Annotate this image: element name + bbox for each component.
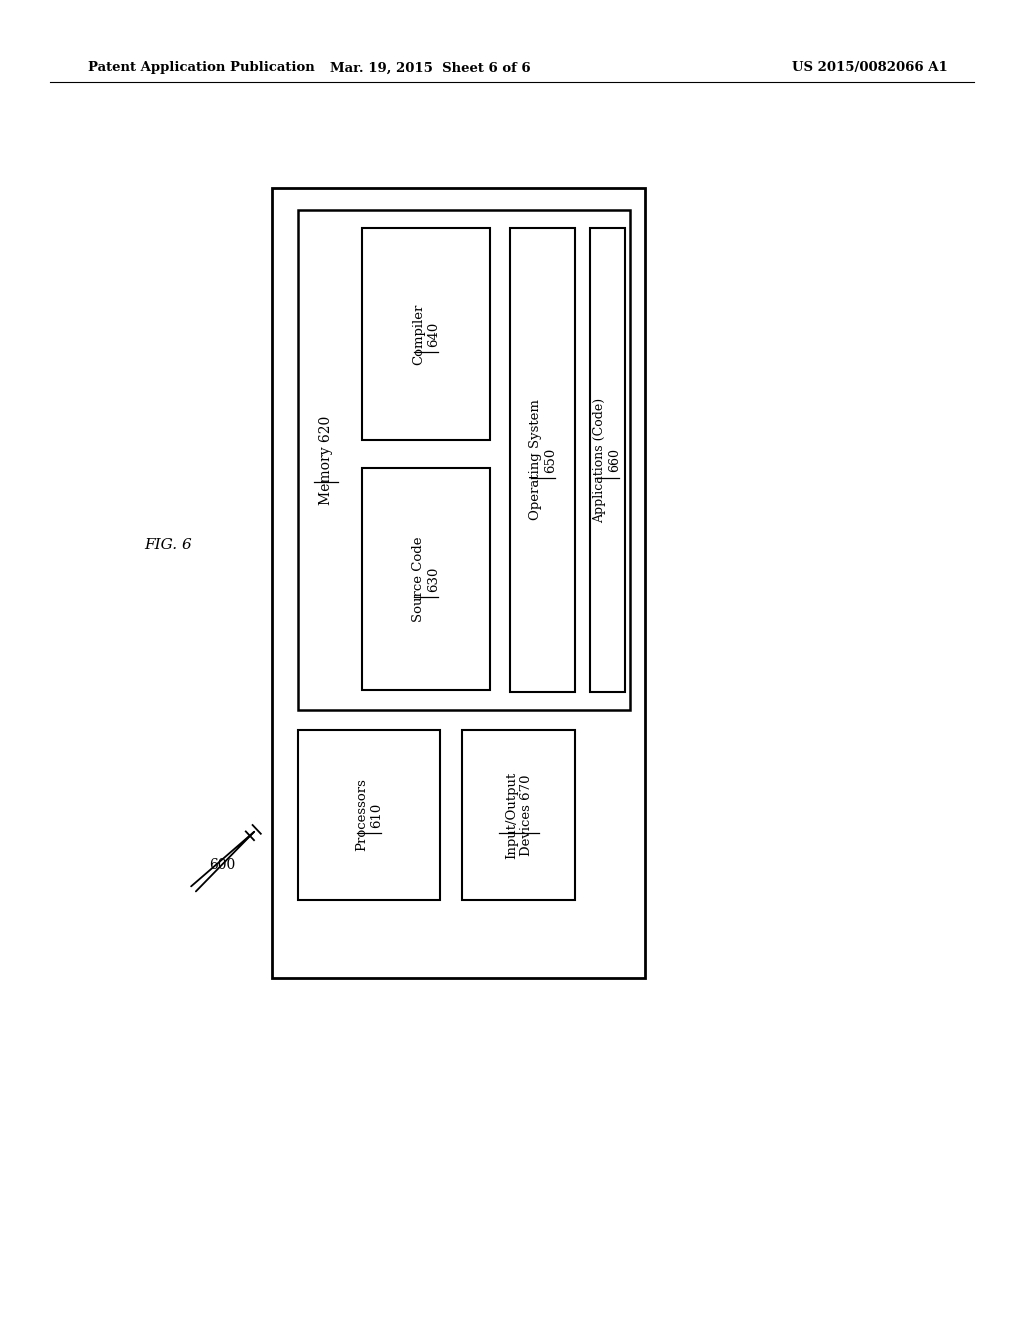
Bar	[362, 228, 490, 440]
Text: Processors
610: Processors 610	[355, 779, 383, 851]
Text: Input/Output
Devices 670: Input/Output Devices 670	[505, 771, 534, 858]
Text: Applications (Code)
660: Applications (Code) 660	[593, 397, 621, 523]
Text: Compiler
640: Compiler 640	[412, 304, 440, 364]
Text: Memory 620: Memory 620	[319, 416, 333, 504]
Text: 600: 600	[209, 858, 236, 873]
Bar	[590, 228, 625, 692]
Bar	[362, 469, 490, 690]
Text: FIG. 6: FIG. 6	[144, 539, 191, 552]
Bar	[462, 730, 575, 900]
Bar	[298, 730, 440, 900]
Text: Operating System
650: Operating System 650	[529, 400, 557, 520]
Text: US 2015/0082066 A1: US 2015/0082066 A1	[793, 62, 948, 74]
Bar	[272, 187, 645, 978]
Bar	[510, 228, 575, 692]
Text: Mar. 19, 2015  Sheet 6 of 6: Mar. 19, 2015 Sheet 6 of 6	[330, 62, 530, 74]
Text: Patent Application Publication: Patent Application Publication	[88, 62, 314, 74]
Text: Source Code
630: Source Code 630	[412, 536, 440, 622]
Bar	[298, 210, 630, 710]
